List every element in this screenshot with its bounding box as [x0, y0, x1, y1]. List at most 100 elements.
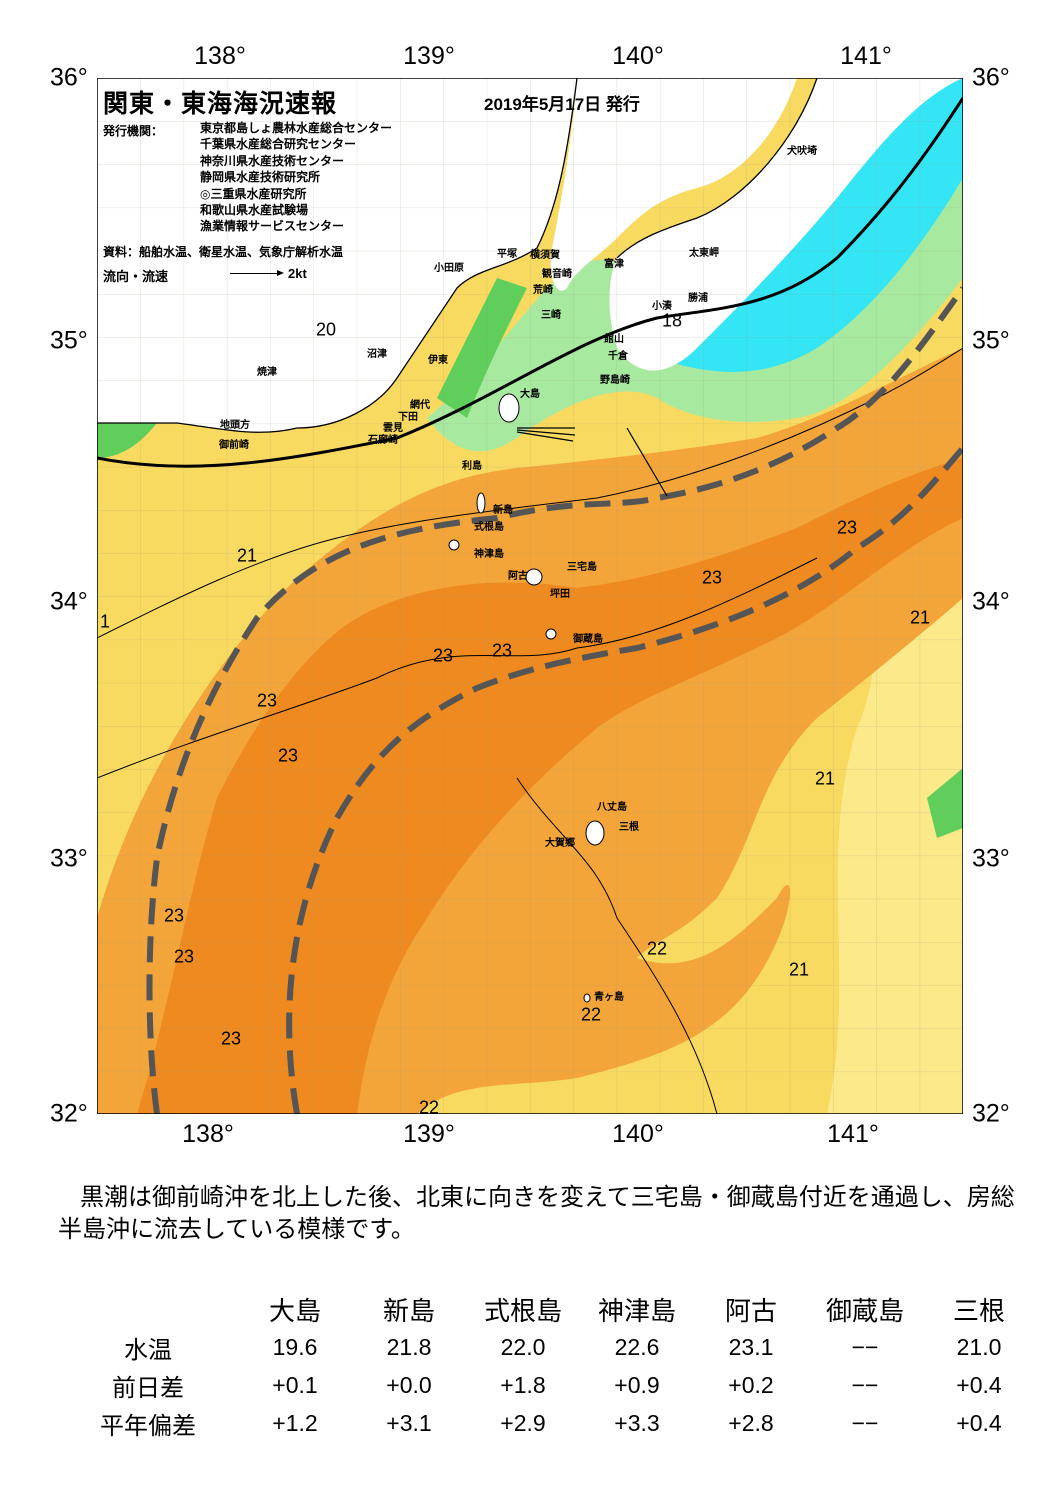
- place-label: 勝浦: [688, 293, 708, 304]
- place-label: 観音崎: [542, 269, 572, 280]
- table-row-header: 平年偏差: [100, 1412, 196, 1440]
- island-hachijojima: [585, 820, 605, 846]
- isotherm-label: 21: [788, 959, 810, 980]
- table-cell: −−: [851, 1409, 879, 1436]
- lon-label-top: 141°: [840, 42, 892, 70]
- isotherm-label: 23: [432, 645, 454, 666]
- table-cell: 23.1: [728, 1333, 774, 1360]
- isotherm-label: 18: [661, 310, 683, 331]
- kuroshio-axis: [286, 446, 963, 1114]
- lat-label-right: 32°: [972, 1099, 1010, 1128]
- table-cell: +0.2: [728, 1371, 774, 1398]
- isotherm-label: 21: [236, 545, 258, 566]
- isotherm-line-thin: [516, 777, 718, 1114]
- place-label: 小湊: [652, 301, 672, 312]
- grid-lines: [97, 78, 963, 1114]
- place-label: 石廊崎: [368, 435, 398, 446]
- table-row: 平年偏差 +1.2 +3.1 +2.9 +3.3 +2.8 −− +0.4: [58, 1404, 1036, 1442]
- issuer-item: 静岡県水産技術研究所: [200, 170, 321, 185]
- lat-label-left: 34°: [50, 587, 88, 616]
- table-column-header: 阿古: [724, 1295, 777, 1326]
- lat-label-right: 36°: [972, 63, 1010, 92]
- table-cell: +2.9: [500, 1409, 546, 1436]
- place-label: 利島: [462, 461, 482, 472]
- place-label: 下田: [398, 412, 418, 423]
- sst-map[interactable]: [97, 78, 963, 1114]
- table-row-header: 前日差: [112, 1374, 184, 1402]
- kuroshio-axis: [146, 286, 963, 1114]
- place-label: 荒崎: [533, 285, 553, 296]
- lon-label-top: 139°: [403, 42, 455, 70]
- lon-label-bottom: 140°: [612, 1120, 664, 1148]
- table-cell: +3.1: [386, 1409, 432, 1436]
- lat-label-left: 33°: [50, 844, 88, 873]
- place-label: 御蔵島: [573, 634, 603, 645]
- place-label: 犬吠埼: [787, 146, 817, 157]
- place-label: 横須賀: [530, 250, 560, 261]
- place-label: 沼津: [367, 349, 387, 360]
- table-cell: +0.4: [956, 1371, 1002, 1398]
- place-label: 御前崎: [219, 440, 249, 451]
- place-label: 大賀郷: [545, 838, 575, 849]
- isotherm-label: 20: [315, 319, 337, 340]
- issuer-item: 東京都島しょ農林水産総合センター: [200, 121, 393, 135]
- place-label: 三根: [619, 822, 639, 833]
- flow-legend-label: 流向・流速: [103, 269, 169, 284]
- place-label: 大島: [520, 389, 540, 400]
- island-oshima: [498, 393, 520, 423]
- place-label: 網代: [410, 400, 430, 411]
- coastline-boso: [616, 78, 818, 259]
- info-panel: 関東・東海海況速報 発行機関： 東京都島しょ農林水産総合センター 千葉県水産総合…: [103, 84, 503, 284]
- place-label: 雲見: [383, 423, 403, 434]
- isotherm-label: 23: [220, 1028, 242, 1049]
- table-cell: +0.4: [956, 1409, 1002, 1436]
- place-label: 地頭方: [220, 420, 250, 431]
- issuers-label: 発行機関：: [103, 124, 164, 138]
- lon-label-bottom: 138°: [182, 1120, 234, 1148]
- table-header-row: 大島 新島 式根島 神津島 阿古 御蔵島 三根: [58, 1290, 1036, 1328]
- lat-label-right: 35°: [972, 326, 1010, 355]
- place-label: 千倉: [608, 351, 628, 362]
- table-row: 前日差 +0.1 +0.0 +1.8 +0.9 +0.2 −− +0.4: [58, 1366, 1036, 1404]
- data-sources: 資料：船舶水温、衛星水温、気象庁解析水温: [103, 245, 344, 259]
- isotherm-label: 22: [580, 1004, 602, 1025]
- summary-paragraph: 黒潮は御前崎沖を北上した後、北東に向きを変えて三宅島・御蔵島付近を通過し、房総半…: [58, 1184, 1015, 1243]
- table-cell: −−: [851, 1333, 879, 1360]
- island-miyakejima: [525, 568, 543, 586]
- lat-label-right: 33°: [972, 844, 1010, 873]
- table-row: 水温 19.6 21.8 22.0 22.6 23.1 −− 21.0: [58, 1328, 1036, 1366]
- table-cell: 22.6: [614, 1333, 660, 1360]
- table-cell: +0.0: [386, 1371, 432, 1398]
- place-label: 青ヶ島: [594, 992, 624, 1003]
- table-cell: +3.3: [614, 1409, 660, 1436]
- isotherm-label: 23: [701, 567, 723, 588]
- place-label: 焼津: [257, 367, 277, 378]
- place-label: 阿古: [508, 571, 528, 582]
- table-cell: 19.6: [272, 1333, 318, 1360]
- isotherm-label: 21: [814, 768, 836, 789]
- map-title: 関東・東海海況速報: [103, 90, 338, 118]
- flow-legend-arrow-icon: [230, 270, 284, 276]
- table-column-header: 大島: [268, 1295, 321, 1326]
- table-column-header: 式根島: [483, 1295, 562, 1326]
- place-label: 富津: [604, 259, 624, 270]
- place-label: 太東岬: [689, 248, 719, 259]
- coastline: [97, 78, 578, 433]
- isotherm-line: [97, 97, 963, 468]
- table-column-header: 三根: [952, 1295, 1005, 1326]
- table-column-header: 新島: [382, 1295, 435, 1326]
- table-row-header: 水温: [124, 1336, 172, 1364]
- table-column-header: 神津島: [597, 1295, 676, 1326]
- lat-label-left: 35°: [50, 326, 88, 355]
- island-niijima: [476, 492, 486, 514]
- summary-text: 黒潮は御前崎沖を北上した後、北東に向きを変えて三宅島・御蔵島付近を通過し、房総半…: [58, 1182, 1018, 1246]
- lon-label-top: 138°: [194, 42, 246, 70]
- issuer-item: 神奈川県水産技術センター: [200, 153, 345, 168]
- isotherm-label: 23: [491, 640, 513, 661]
- place-label: 八丈島: [597, 802, 627, 813]
- table-cell: 21.8: [386, 1333, 432, 1360]
- island-aogashima: [583, 993, 591, 1003]
- observation-table: 大島 新島 式根島 神津島 阿古 御蔵島 三根 水温 19.6 21.8 22.…: [58, 1290, 1036, 1442]
- island-mikurajima: [545, 628, 557, 640]
- place-label: 新島: [493, 505, 513, 516]
